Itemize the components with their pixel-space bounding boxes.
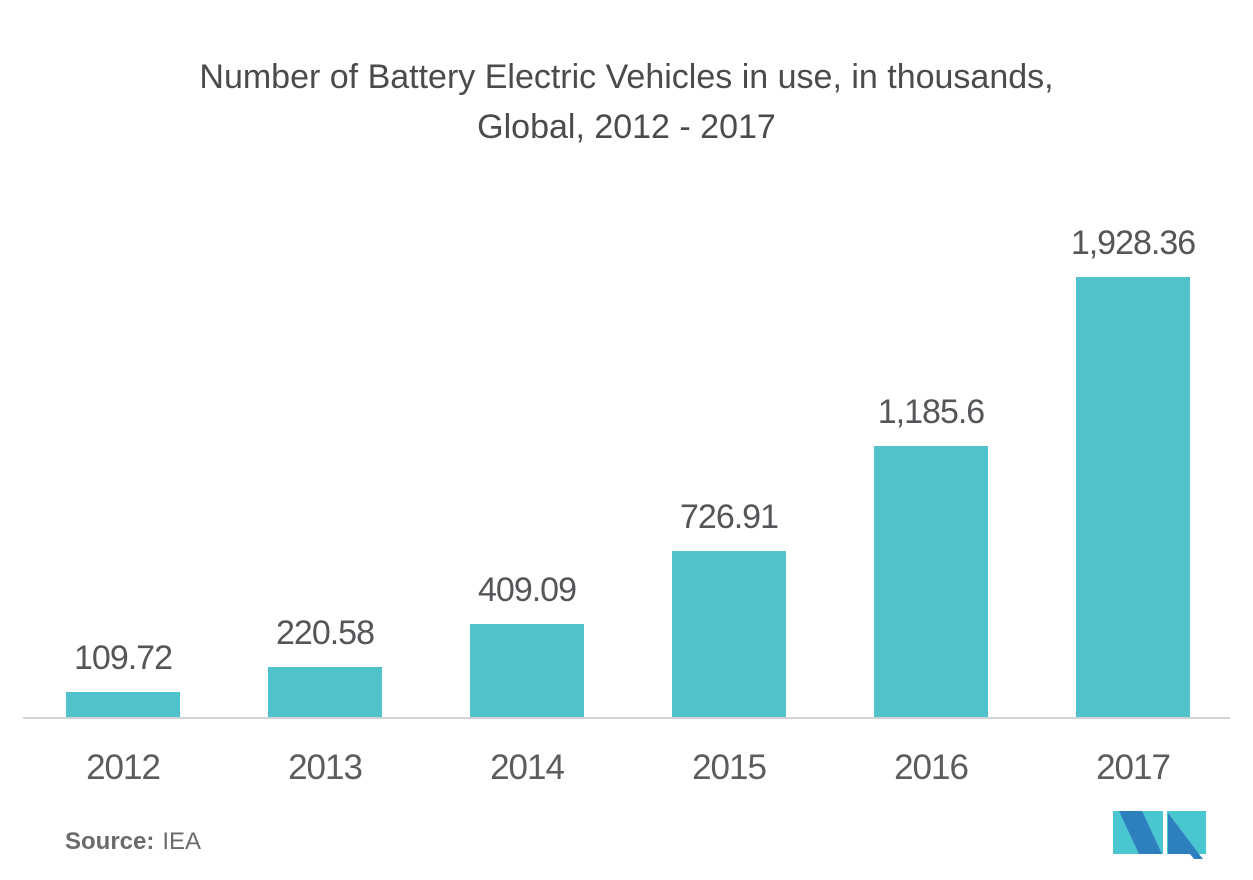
bar xyxy=(470,624,584,717)
x-axis-label: 2017 xyxy=(1096,748,1171,787)
bar xyxy=(66,692,180,717)
bar-value-label: 409.09 xyxy=(478,571,577,609)
bar-group: 1,928.36 2017 xyxy=(1032,0,1234,880)
logo-left-diagonal xyxy=(1119,811,1162,854)
bar xyxy=(268,667,382,717)
x-axis-label: 2015 xyxy=(692,748,767,787)
x-axis-label: 2014 xyxy=(490,748,565,787)
x-axis-label: 2012 xyxy=(86,748,161,787)
bar-value-label: 1,185.6 xyxy=(877,393,985,431)
source-label: Source: xyxy=(65,828,155,855)
bar-group: 109.72 2012 xyxy=(22,0,224,880)
bar-value-label: 109.72 xyxy=(74,639,173,677)
bar-group: 1,185.6 2016 xyxy=(830,0,1032,880)
logo-right-triangle xyxy=(1168,813,1199,854)
x-axis-label: 2016 xyxy=(894,748,969,787)
bar-value-label: 1,928.36 xyxy=(1070,224,1196,262)
bar-group: 726.91 2015 xyxy=(628,0,830,880)
bar xyxy=(1076,277,1190,717)
x-axis-line xyxy=(23,717,1230,719)
x-axis-label: 2013 xyxy=(288,748,363,787)
bar-value-label: 726.91 xyxy=(680,498,779,536)
chart-title-line2: Global, 2012 - 2017 xyxy=(477,108,776,146)
chart-title: Number of Battery Electric Vehicles in u… xyxy=(0,52,1253,152)
bar-value-label: 220.58 xyxy=(276,614,375,652)
chart-title-line1: Number of Battery Electric Vehicles in u… xyxy=(199,58,1054,96)
bar xyxy=(874,446,988,717)
logo-right-triangle-tip xyxy=(1190,854,1203,859)
source-line: Source: IEA xyxy=(65,828,201,856)
source-value: IEA xyxy=(162,828,202,855)
mordor-intelligence-logo xyxy=(1113,811,1206,859)
bar xyxy=(672,551,786,717)
bar-group: 409.09 2014 xyxy=(426,0,628,880)
bar-group: 220.58 2013 xyxy=(224,0,426,880)
